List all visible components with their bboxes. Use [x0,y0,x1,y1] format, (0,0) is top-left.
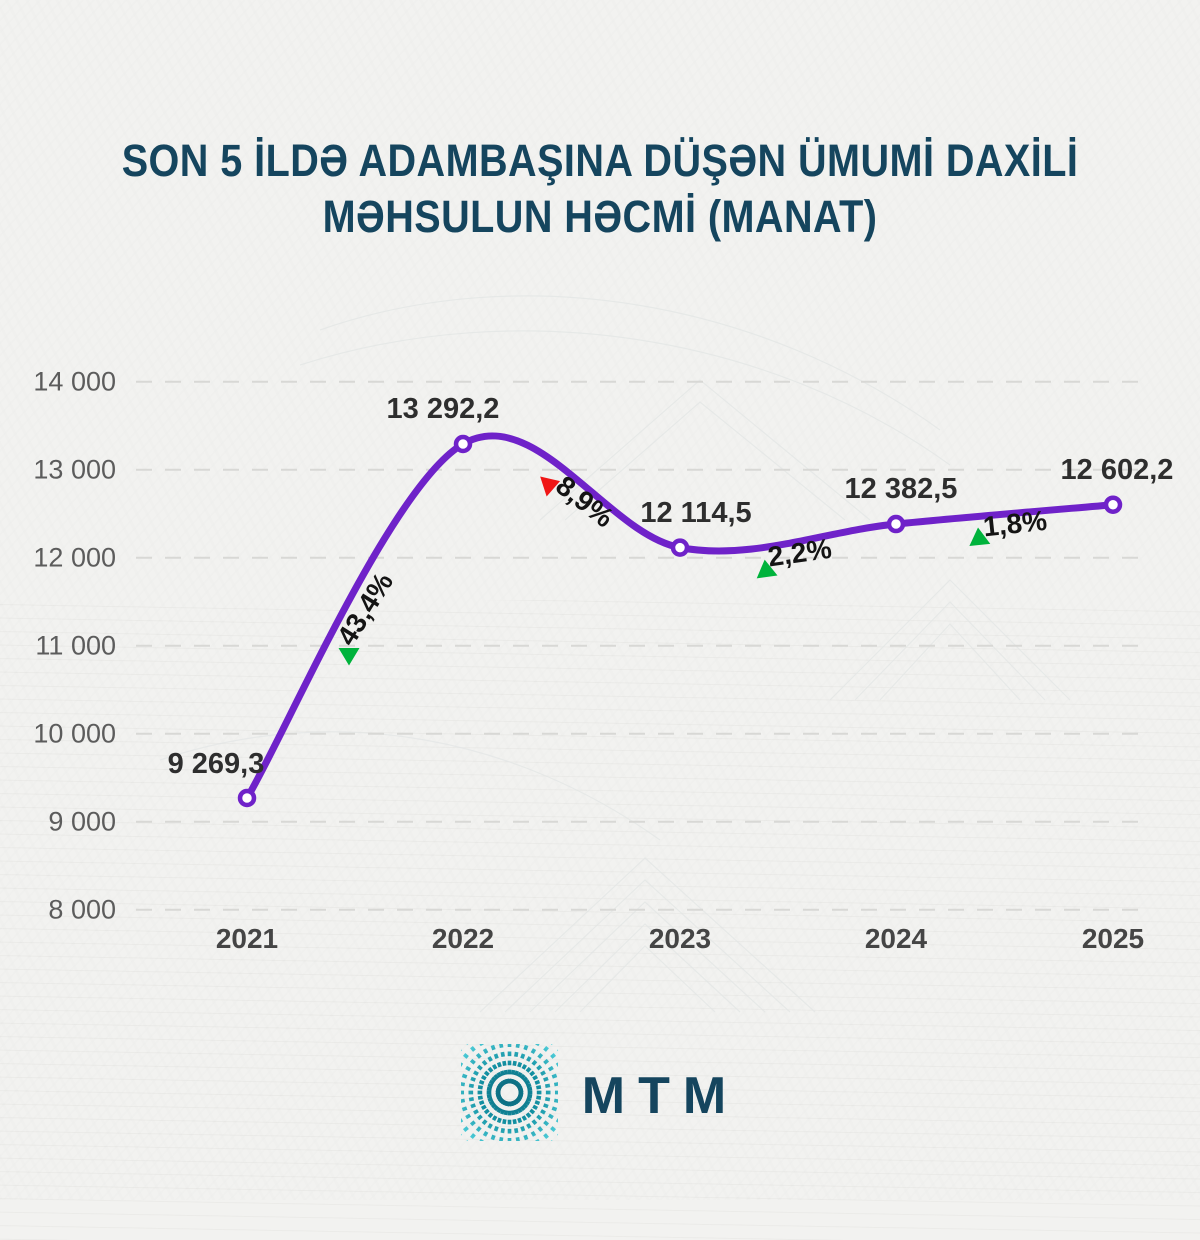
chart-title-line-1: SON 5 İLDƏ ADAMBAŞINA DÜŞƏN ÜMUMİ DAXİLİ [121,135,1079,186]
trend-triangle-icon [756,559,778,579]
data-point-markers [237,434,1123,808]
logo-ray [498,1101,510,1141]
chart-title: SON 5 İLDƏ ADAMBAŞINA DÜŞƏN ÜMUMİ DAXİLİ… [72,133,1128,245]
data-point-marker [1103,495,1123,514]
logo-ray [513,1044,553,1087]
data-point-value-label: 12 382,5 [845,473,958,505]
logo-ray [460,1072,502,1092]
logo-ray [509,1044,520,1084]
data-point-marker [237,788,257,808]
logo-ray [489,1044,508,1085]
gridlines [136,380,1150,911]
logo-ray [479,1044,507,1086]
x-year-label: 2024 [865,923,928,954]
logo-ray [466,1044,505,1087]
logo-ray [517,1072,558,1092]
trend-triangle-icon [338,648,360,666]
paper-texture [0,0,1200,1200]
y-tick-label: 8 000 [48,895,116,925]
data-point-marker [670,538,690,557]
logo-ray [460,1062,503,1090]
logo-ray [517,1082,558,1093]
data-point-value-label: 12 602,2 [1061,454,1174,486]
x-year-label: 2022 [432,923,494,954]
logo-ray [512,1044,540,1086]
data-point-value-label: 13 292,2 [387,393,500,425]
logo-ray [489,1100,508,1141]
logo-ray [517,1092,558,1103]
paper-lines-texture [0,600,1200,1240]
percent-change-label: 8,9% [550,470,619,534]
y-tick-label: 13 000 [33,455,116,485]
logo-ray [517,1093,558,1113]
logo-ray [498,1044,510,1084]
data-point-value-label: 9 269,3 [168,748,265,780]
percent-change-label: 1,8% [982,505,1049,543]
logo-ray [516,1062,558,1090]
logo-ray [515,1096,558,1136]
logo-ray [512,1099,540,1141]
gdp-per-capita-line-chart: 8 000 9 000 10 000 11 000 12 000 13 000 14 000… [33,367,1174,954]
logo-ray [513,1098,553,1141]
logo-ray [460,1092,501,1103]
mtm-starburst-logo-icon [460,1044,558,1141]
trend-triangle-icon [540,476,561,497]
x-year-label: 2023 [649,923,711,954]
logo-ray [510,1044,529,1085]
footer-logo: MTM [0,1044,1200,1141]
mtm-logo-text: MTM [581,1066,740,1125]
y-tick-label: 12 000 [33,543,116,573]
logo-ray [479,1099,507,1141]
logo-ray [509,1101,520,1141]
data-point-value-labels: 9 269,3 13 292,2 12 114,5 12 382,5 12 602,2 [168,393,1174,780]
data-point-marker [453,434,473,454]
y-axis-labels: 8 000 9 000 10 000 11 000 12 000 13 000 14 000 [33,367,116,925]
data-point-marker [886,514,906,534]
trend-triangle-icon [969,527,991,547]
x-year-label: 2025 [1082,923,1144,954]
logo-ray [466,1098,505,1141]
logo-ray [510,1100,529,1141]
background-pattern [159,295,1071,1013]
x-axis-labels: 2021 2022 2023 2024 2025 [216,923,1144,954]
y-tick-label: 14 000 [33,367,116,397]
logo-ray [460,1096,504,1136]
logo-ray [460,1093,502,1113]
logo-ray [460,1049,504,1089]
x-year-label: 2021 [216,923,278,954]
y-tick-label: 11 000 [35,631,116,661]
y-tick-label: 9 000 [48,807,116,837]
logo-ray [516,1095,558,1123]
percent-change-label: 2,2% [766,533,834,573]
logo-ray [515,1049,558,1089]
y-tick-label: 10 000 [33,719,116,749]
chart-title-line-2: MƏHSULUN HƏCMİ (MANAT) [322,191,878,242]
logo-ray [460,1095,503,1123]
data-point-value-label: 12 114,5 [640,497,751,529]
logo-ray [460,1082,501,1093]
trend-line [243,432,1117,802]
